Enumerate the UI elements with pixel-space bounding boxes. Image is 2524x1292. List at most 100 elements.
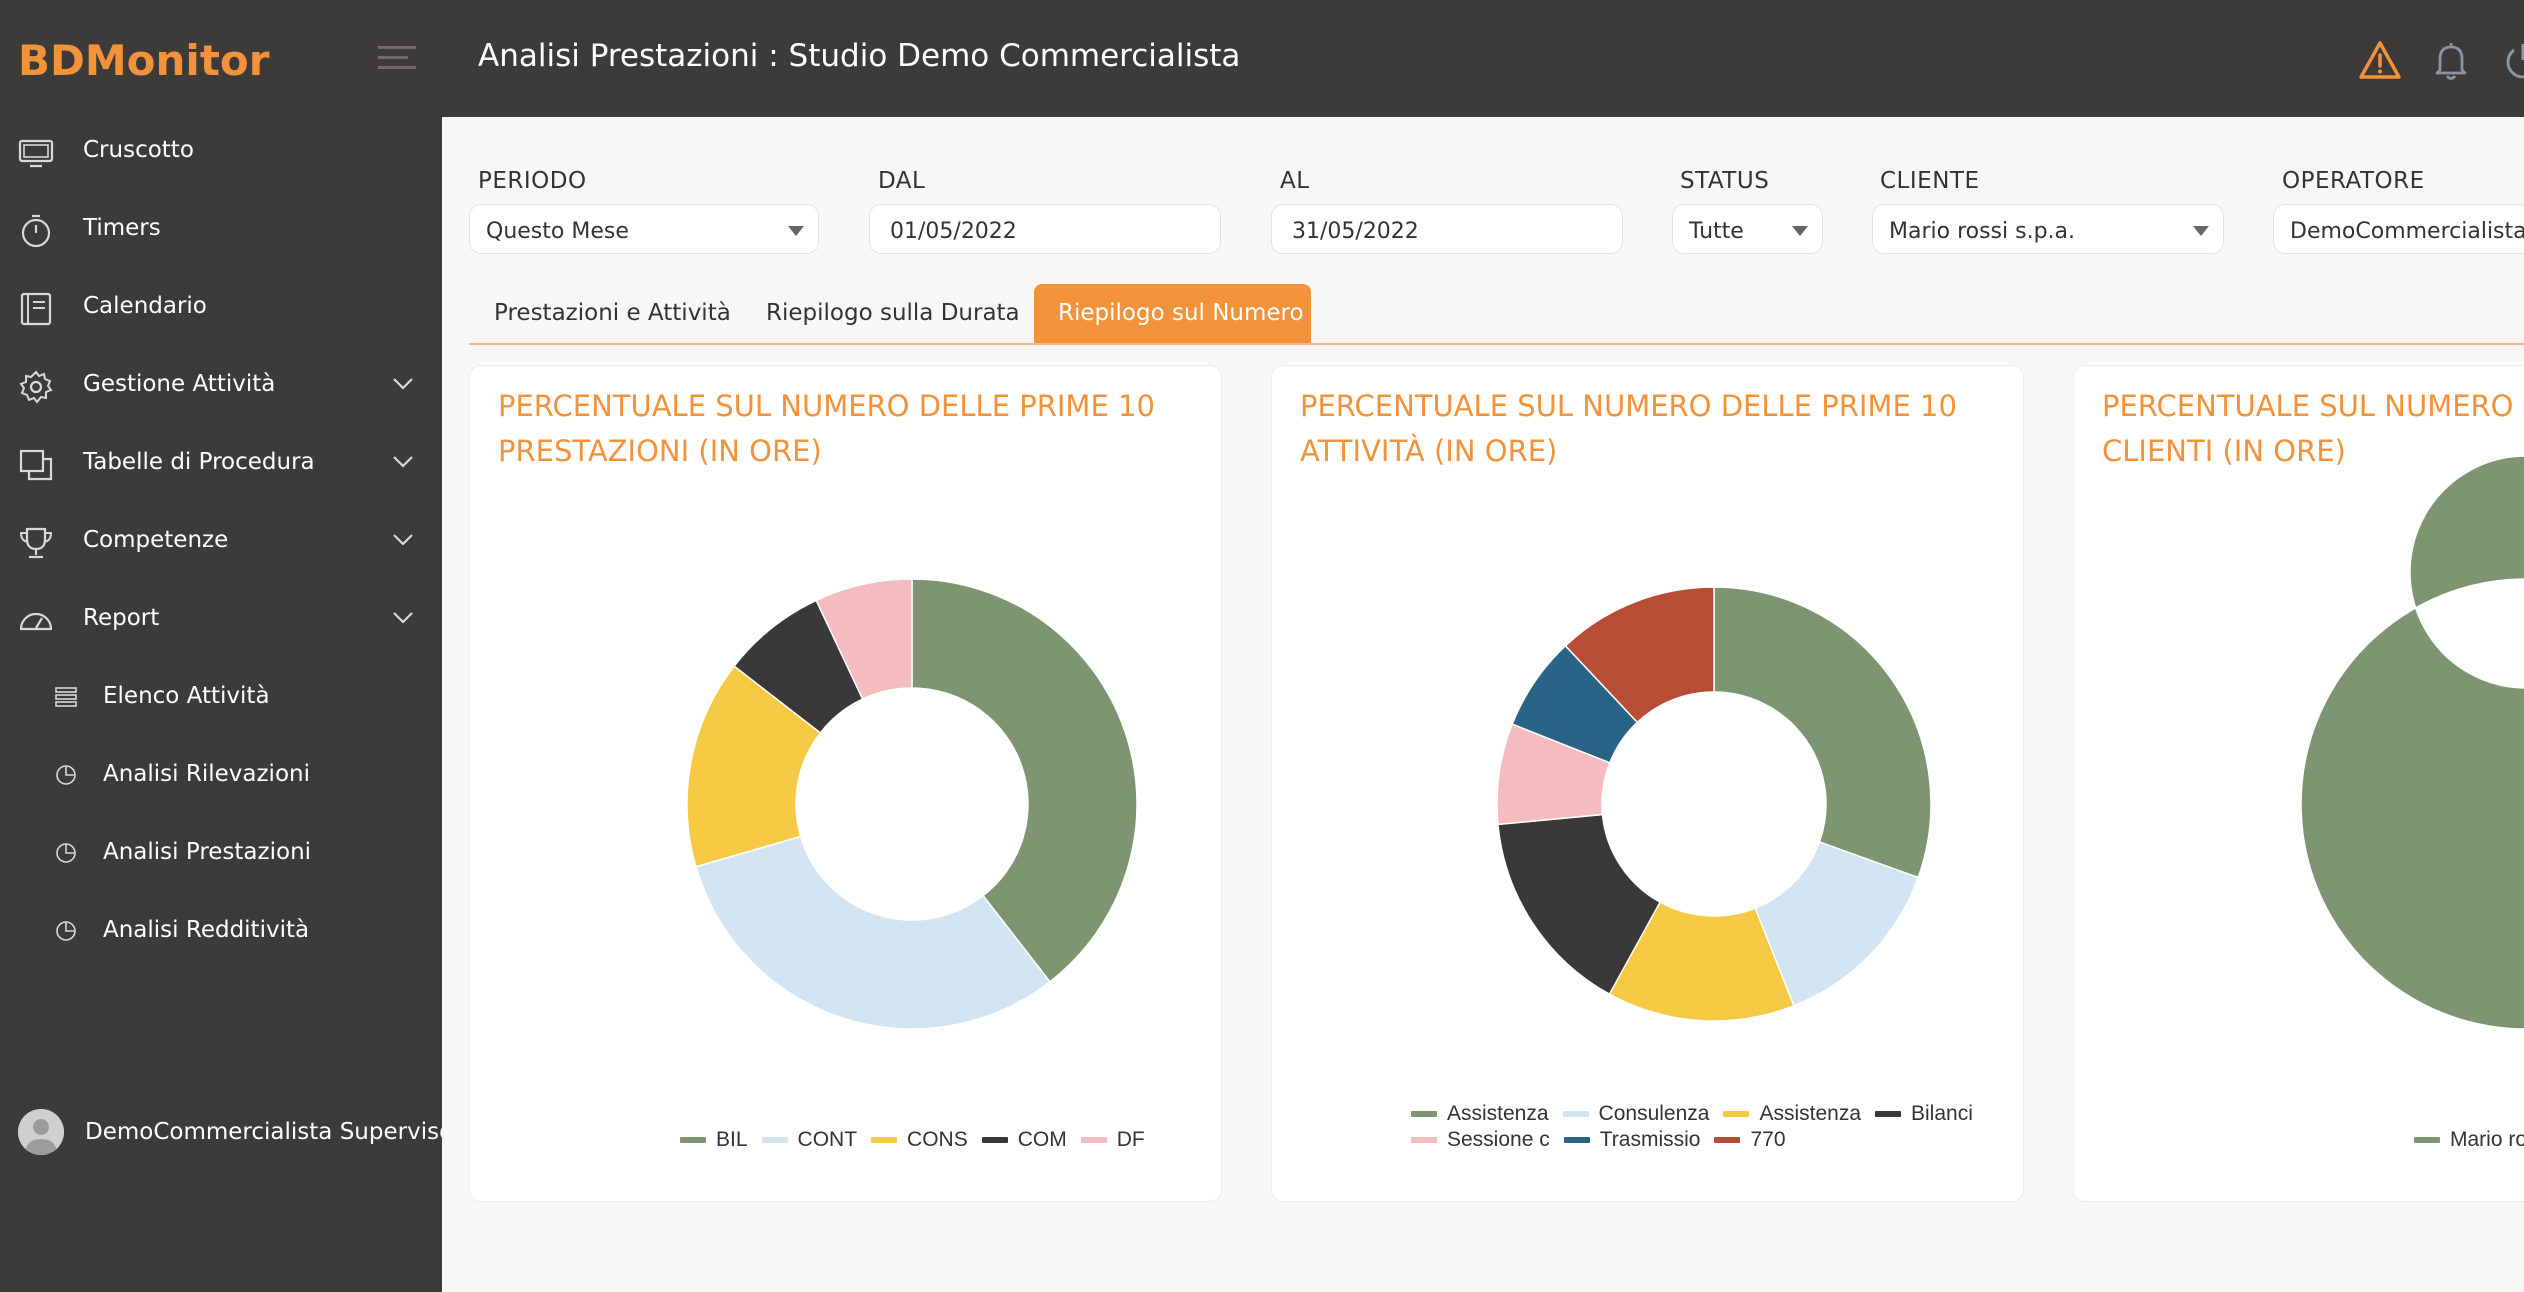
- tab-riepilogo-durata[interactable]: Riepilogo sulla Durata: [766, 300, 1020, 326]
- warning-icon[interactable]: [2357, 38, 2403, 84]
- pie-slice[interactable]: [911, 578, 1138, 983]
- sidebar-item-label: Report: [83, 605, 160, 631]
- filter-label-operatore: OPERATORE: [2282, 168, 2425, 194]
- tab-divider: [469, 343, 2524, 345]
- chart-attivita: [1496, 586, 1932, 1022]
- legend-item[interactable]: CONT: [761, 1128, 858, 1152]
- tab-prestazioni-attivita[interactable]: Prestazioni e Attività: [494, 300, 731, 326]
- legend-swatch: [761, 1137, 788, 1144]
- dal-date-input[interactable]: 01/05/2022: [869, 204, 1221, 254]
- power-icon[interactable]: [2500, 38, 2524, 84]
- legend-item[interactable]: COM: [981, 1128, 1067, 1152]
- sidebar-subitem-label: Analisi Redditività: [103, 917, 310, 943]
- legend-label: Sessione c: [1447, 1128, 1550, 1151]
- filter-label-dal: DAL: [878, 168, 926, 194]
- legend-label: Assistenza: [1759, 1102, 1861, 1125]
- chart-card-clienti: PERCENTUALE SUL NUMERO DELLE PRIME 10 CL…: [2073, 365, 2524, 1202]
- legend-item[interactable]: Sessione c: [1411, 1128, 1550, 1152]
- legend-item[interactable]: Assistenza: [1411, 1102, 1549, 1126]
- sidebar-item-label: Tabelle di Procedura: [83, 449, 315, 475]
- sidebar-item-tabelle-procedura[interactable]: Tabelle di Procedura: [0, 429, 442, 499]
- tab-riepilogo-numero[interactable]: Riepilogo sul Numero: [1034, 284, 1311, 344]
- page-title: Analisi Prestazioni : Studio Demo Commer…: [478, 38, 1241, 74]
- cliente-value: Mario rossi s.p.a.: [1889, 219, 2076, 244]
- legend-item[interactable]: Assistenza: [1723, 1102, 1861, 1126]
- chart-card-prestazioni: PERCENTUALE SUL NUMERO DELLE PRIME 10 PR…: [469, 365, 1222, 1202]
- legend-swatch: [1875, 1111, 1901, 1118]
- legend-label: Bilanci: [1911, 1102, 1973, 1125]
- sidebar-item-gestione-attivita[interactable]: Gestione Attività: [0, 351, 442, 421]
- chart-legend: Assistenza Consulenza Assistenza Bilanci Ses…: [1272, 366, 2023, 1201]
- calendar-icon: [20, 292, 52, 326]
- pie-slice[interactable]: [1713, 586, 1932, 879]
- legend-item[interactable]: Trasmissio: [1563, 1128, 1701, 1152]
- filter-label-al: AL: [1280, 168, 1310, 194]
- chart-legend: Mario rossi s.p.a.: [2074, 366, 2524, 1201]
- sidebar-subitem-elenco-attivita[interactable]: Elenco Attività: [0, 663, 442, 733]
- status-select[interactable]: Tutte: [1672, 204, 1823, 254]
- operatore-value: DemoCommercialista: [2290, 219, 2524, 244]
- legend-item[interactable]: CONS: [871, 1128, 968, 1152]
- chevron-down-icon[interactable]: [392, 455, 414, 469]
- legend-item[interactable]: 770: [1714, 1128, 1786, 1152]
- user-name[interactable]: DemoCommercialista Supervisor: [85, 1119, 442, 1145]
- legend-label: Mario rossi s.p.a.: [2450, 1128, 2524, 1151]
- menu-toggle-icon[interactable]: [378, 46, 416, 72]
- legend-label: Trasmissio: [1599, 1128, 1701, 1151]
- legend-swatch: [1411, 1111, 1437, 1118]
- legend-swatch: [1714, 1137, 1741, 1144]
- sidebar-subitem-analisi-redditivita[interactable]: Analisi Redditività: [0, 897, 442, 967]
- top-bar: BDMonitor Analisi Prestazioni : Studio D…: [0, 0, 2524, 117]
- app-logo[interactable]: BDMonitor: [18, 36, 270, 85]
- bell-icon[interactable]: [2428, 38, 2474, 84]
- al-date-input[interactable]: 31/05/2022: [1271, 204, 1623, 254]
- sidebar-item-label: Gestione Attività: [83, 371, 276, 397]
- pie-icon: [56, 843, 76, 863]
- caret-down-icon: [2193, 226, 2209, 236]
- list-icon: [55, 687, 77, 707]
- legend-swatch: [2414, 1137, 2440, 1144]
- sidebar-item-calendario[interactable]: Calendario: [0, 273, 442, 343]
- user-icon: [18, 1109, 64, 1155]
- caret-down-icon: [788, 226, 804, 236]
- pie-slice[interactable]: [1564, 586, 1715, 724]
- monitor-icon: [18, 139, 54, 168]
- filter-label-status: STATUS: [1680, 168, 1770, 194]
- pie-slice[interactable]: [2300, 455, 2524, 1030]
- pie-slice[interactable]: [695, 835, 1051, 1030]
- sidebar-item-report[interactable]: Report: [0, 585, 442, 655]
- pie-slice[interactable]: [1497, 813, 1662, 996]
- sidebar-item-cruscotto[interactable]: Cruscotto: [0, 117, 442, 187]
- stopwatch-icon: [21, 214, 51, 248]
- chart-legend: BIL CONT CONS COM DF: [470, 366, 1221, 1201]
- periodo-select[interactable]: Questo Mese: [469, 204, 819, 254]
- caret-down-icon: [1792, 226, 1808, 236]
- pie-slice[interactable]: [815, 578, 913, 701]
- cliente-select[interactable]: Mario rossi s.p.a.: [1872, 204, 2224, 254]
- pie-icon: [56, 765, 76, 785]
- legend-item[interactable]: Bilanci: [1875, 1102, 1973, 1126]
- legend-item[interactable]: Mario rossi s.p.a.: [2414, 1128, 2524, 1152]
- operatore-select[interactable]: DemoCommercialista: [2273, 204, 2524, 254]
- chart-title: PERCENTUALE SUL NUMERO DELLE PRIME 10 AT…: [1300, 389, 1957, 468]
- chevron-down-icon[interactable]: [392, 533, 414, 547]
- sidebar-subitem-analisi-prestazioni[interactable]: Analisi Prestazioni: [0, 819, 442, 889]
- sidebar-item-timers[interactable]: Timers: [0, 195, 442, 265]
- legend-label: DF: [1116, 1128, 1145, 1151]
- chevron-down-icon[interactable]: [392, 377, 414, 391]
- sidebar-item-competenze[interactable]: Competenze: [0, 507, 442, 577]
- chart-prestazioni: [686, 578, 1138, 1030]
- chart-title: PERCENTUALE SUL NUMERO DELLE PRIME 10 CL…: [2102, 389, 2524, 468]
- avatar[interactable]: [18, 1109, 64, 1155]
- legend-swatch: [981, 1137, 1008, 1144]
- chart-clienti: [2300, 455, 2524, 1030]
- chevron-down-icon[interactable]: [392, 611, 414, 625]
- legend-item[interactable]: DF: [1080, 1128, 1145, 1152]
- legend-item[interactable]: BIL: [680, 1128, 748, 1152]
- legend-label: CONT: [797, 1128, 858, 1151]
- legend-item[interactable]: Consulenza: [1562, 1102, 1710, 1126]
- sidebar-subitem-analisi-rilevazioni[interactable]: Analisi Rilevazioni: [0, 741, 442, 811]
- gear-icon: [19, 370, 53, 404]
- legend-label: Consulenza: [1598, 1102, 1710, 1125]
- dal-value: 01/05/2022: [890, 219, 1017, 244]
